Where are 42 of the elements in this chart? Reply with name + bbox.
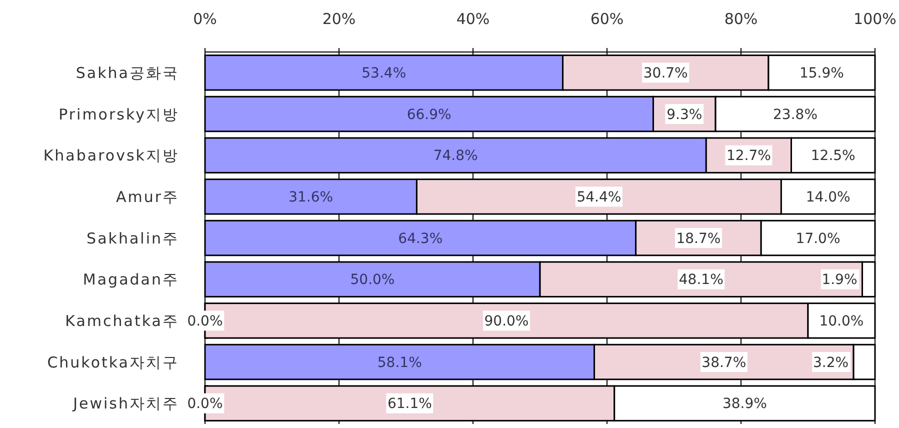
x-tick-label: 60% xyxy=(590,10,624,28)
data-label: 53.4% xyxy=(362,66,406,82)
data-label: 90.0% xyxy=(484,314,529,330)
data-label: 12.7% xyxy=(726,148,771,164)
y-tick-label: Sakhalin주 xyxy=(86,229,179,248)
data-label: 18.7% xyxy=(676,230,721,247)
data-label: 0.0% xyxy=(187,396,223,412)
data-label: 30.7% xyxy=(643,66,688,82)
data-label: 61.1% xyxy=(387,396,432,412)
y-tick-label: Kamchatka주 xyxy=(65,312,179,330)
x-tick-label: 40% xyxy=(456,10,490,28)
data-label: 15.9% xyxy=(799,66,844,82)
x-tick-label: 80% xyxy=(724,10,758,28)
data-label: 58.1% xyxy=(377,354,422,371)
data-label: 3.2% xyxy=(812,354,849,371)
data-label: 17.0% xyxy=(796,230,840,247)
data-label: 10.0% xyxy=(819,314,864,330)
y-tick-label: Khabarovsk지방 xyxy=(43,146,179,165)
data-label: 0.0% xyxy=(187,314,223,330)
y-tick-label: Chukotka자치구 xyxy=(47,353,179,372)
data-label: 74.8% xyxy=(433,148,478,164)
data-label: 54.4% xyxy=(576,190,622,206)
data-label: 48.1% xyxy=(678,272,724,288)
data-label: 38.7% xyxy=(702,354,746,371)
data-label: 38.9% xyxy=(722,396,767,412)
y-tick-label: Sakha공화국 xyxy=(76,64,179,82)
x-tick-label: 20% xyxy=(322,10,356,28)
x-tick-label: 0% xyxy=(193,10,217,28)
y-tick-label: Amur주 xyxy=(116,188,179,206)
data-label: 23.8% xyxy=(773,106,818,123)
y-tick-label: Primorsky지방 xyxy=(58,105,179,124)
y-tick-label: Jewish자치주 xyxy=(72,394,179,413)
data-label: 64.3% xyxy=(398,230,443,247)
data-label: 66.9% xyxy=(406,106,452,123)
data-label: 31.6% xyxy=(288,190,334,206)
data-label: 50.0% xyxy=(350,272,395,288)
y-tick-label: Magadan주 xyxy=(82,270,179,289)
x-tick-label: 100% xyxy=(854,10,896,28)
data-label: 12.5% xyxy=(810,148,856,164)
data-label: 14.0% xyxy=(806,190,850,206)
data-label: 9.3% xyxy=(666,106,702,123)
data-label: 1.9% xyxy=(822,272,858,288)
